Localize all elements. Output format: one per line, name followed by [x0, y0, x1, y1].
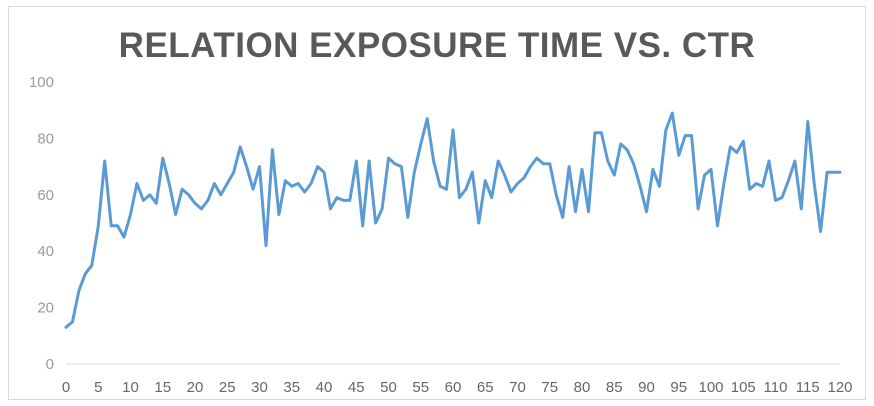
x-tick-label: 55: [412, 379, 429, 396]
y-axis-ticks: 0 20 40 60 80 100: [29, 74, 54, 373]
x-tick-label: 5: [94, 379, 102, 396]
y-tick-label: 60: [37, 187, 54, 204]
x-tick-label: 90: [638, 379, 655, 396]
y-tick-label: 100: [29, 74, 54, 91]
x-tick-label: 100: [698, 379, 723, 396]
x-tick-label: 80: [574, 379, 591, 396]
x-tick-label: 35: [283, 379, 300, 396]
x-tick-label: 15: [154, 379, 171, 396]
x-tick-label: 105: [731, 379, 756, 396]
x-tick-label: 70: [509, 379, 526, 396]
x-tick-label: 25: [219, 379, 236, 396]
chart-frame: [8, 6, 866, 400]
x-tick-label: 50: [380, 379, 397, 396]
series-line: [64, 111, 842, 329]
series-group: [64, 111, 842, 329]
x-tick-label: 30: [251, 379, 268, 396]
chart-title: RELATION EXPOSURE TIME VS. CTR: [118, 26, 756, 65]
x-tick-label: 45: [348, 379, 365, 396]
x-tick-label: 110: [764, 379, 788, 396]
x-tick-label: 115: [796, 379, 820, 396]
y-tick-label: 40: [37, 243, 54, 260]
y-tick-label: 20: [37, 300, 54, 317]
x-tick-label: 0: [62, 379, 70, 396]
y-tick-label: 0: [46, 356, 54, 373]
x-tick-label: 75: [541, 379, 558, 396]
x-tick-label: 95: [670, 379, 687, 396]
x-tick-label: 120: [827, 379, 852, 396]
x-axis-ticks: 0 5 10 15 20 25 30 35 40 45 50 55 60 65 70 75 80 85 90 95 10…: [62, 379, 853, 396]
x-tick-label: 60: [445, 379, 462, 396]
x-tick-label: 20: [187, 379, 204, 396]
y-tick-label: 80: [37, 130, 54, 147]
x-tick-label: 85: [606, 379, 623, 396]
x-tick-label: 65: [477, 379, 494, 396]
x-tick-label: 40: [316, 379, 333, 396]
x-tick-label: 10: [122, 379, 139, 396]
